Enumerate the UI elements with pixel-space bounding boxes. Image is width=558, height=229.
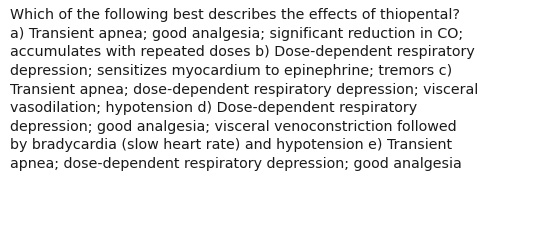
Text: Which of the following best describes the effects of thiopental?
a) Transient ap: Which of the following best describes th… (10, 8, 478, 170)
